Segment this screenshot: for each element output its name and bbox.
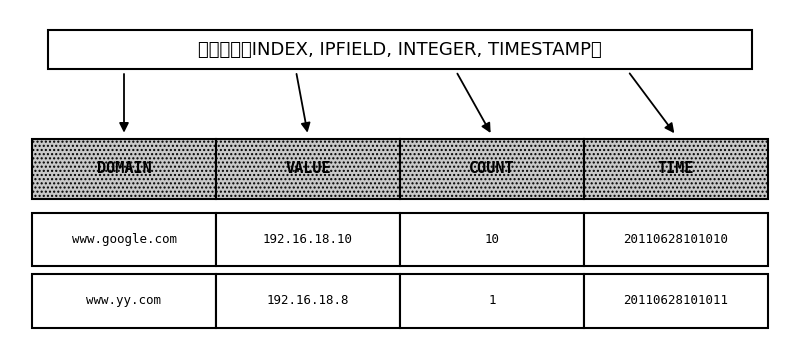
Bar: [32, 274, 216, 328]
Text: DOMAIN: DOMAIN: [97, 162, 151, 176]
Bar: [400, 139, 584, 199]
Text: www.google.com: www.google.com: [71, 233, 177, 246]
Bar: [216, 139, 400, 199]
Text: TIME: TIME: [658, 162, 694, 176]
Bar: [48, 30, 752, 69]
Bar: [216, 139, 400, 199]
Bar: [216, 274, 400, 328]
Bar: [400, 139, 584, 199]
Bar: [32, 213, 216, 266]
Bar: [32, 139, 216, 199]
Text: 192.16.18.10: 192.16.18.10: [263, 233, 353, 246]
Bar: [584, 139, 768, 199]
Bar: [584, 139, 768, 199]
Text: COUNT: COUNT: [469, 162, 515, 176]
Bar: [584, 274, 768, 328]
Text: 10: 10: [485, 233, 499, 246]
Bar: [400, 213, 584, 266]
Text: VALUE: VALUE: [285, 162, 331, 176]
Bar: [400, 274, 584, 328]
Text: 1: 1: [488, 295, 496, 307]
Text: 20110628101010: 20110628101010: [623, 233, 729, 246]
Text: 20110628101011: 20110628101011: [623, 295, 729, 307]
Text: 192.16.18.8: 192.16.18.8: [266, 295, 350, 307]
Bar: [584, 213, 768, 266]
Bar: [216, 213, 400, 266]
Bar: [32, 139, 216, 199]
Text: 表结构：〈INDEX, IPFIELD, INTEGER, TIMESTAMP〉: 表结构：〈INDEX, IPFIELD, INTEGER, TIMESTAMP〉: [198, 41, 602, 59]
Text: www.yy.com: www.yy.com: [86, 295, 162, 307]
